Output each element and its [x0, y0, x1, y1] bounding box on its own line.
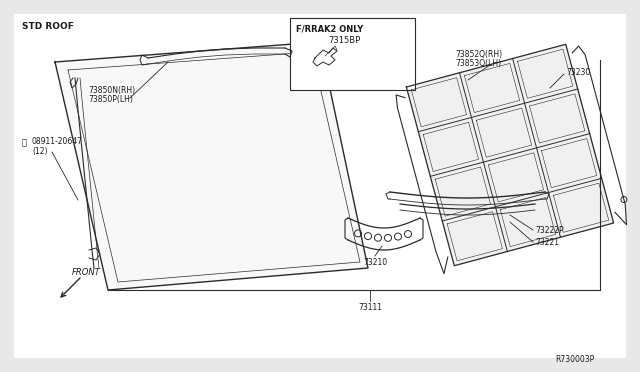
Text: 73850N(RH): 73850N(RH)	[88, 86, 135, 95]
Text: 73853Q(LH): 73853Q(LH)	[455, 59, 501, 68]
Text: (12): (12)	[32, 147, 47, 156]
Text: 73221: 73221	[535, 238, 559, 247]
Text: 73222P: 73222P	[535, 226, 564, 235]
Text: 08911-20647: 08911-20647	[32, 137, 83, 146]
Text: STD ROOF: STD ROOF	[22, 22, 74, 31]
Bar	[290, 18, 415, 90]
Polygon shape	[55, 42, 368, 290]
Text: 73230: 73230	[566, 68, 590, 77]
Text: 73850P(LH): 73850P(LH)	[88, 95, 133, 104]
Text: F/RRAK2 ONLY: F/RRAK2 ONLY	[296, 24, 364, 33]
Polygon shape	[406, 44, 614, 266]
Text: 73111: 73111	[358, 303, 382, 312]
Text: FRONT: FRONT	[72, 268, 100, 277]
Text: 73852Q(RH): 73852Q(RH)	[455, 50, 502, 59]
Text: 7315BP: 7315BP	[328, 36, 360, 45]
Text: Ⓢ: Ⓢ	[22, 138, 27, 147]
Text: 73210: 73210	[363, 258, 387, 267]
Text: R730003P: R730003P	[555, 355, 595, 364]
